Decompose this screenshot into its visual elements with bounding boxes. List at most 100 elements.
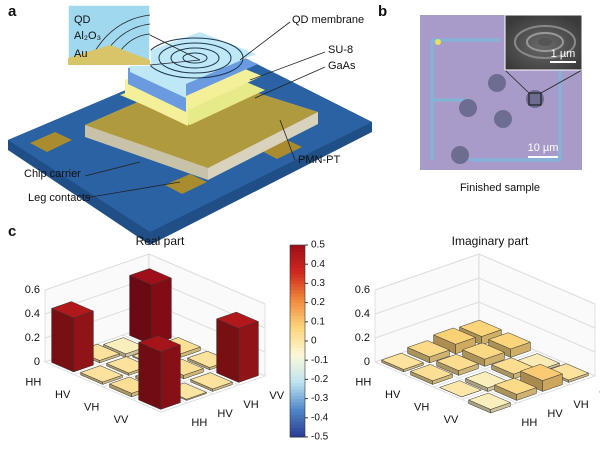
z-tick-label: 0.6 — [355, 284, 370, 296]
bar-face — [380, 352, 425, 370]
panel-label: b — [378, 3, 387, 20]
microscope-image — [420, 14, 583, 170]
colorbar-segment — [290, 293, 305, 297]
colorbar-segment — [290, 430, 305, 435]
bar — [493, 377, 538, 401]
bar — [467, 392, 512, 414]
col-label: HH — [191, 417, 207, 429]
colorbar-segment — [290, 421, 305, 425]
colorbar-segment — [290, 334, 305, 339]
colorbar-segment — [290, 395, 305, 400]
z-tick-label: 0.2 — [25, 332, 40, 344]
col-label: VH — [573, 399, 588, 411]
colorbar-tick-label: -0.2 — [311, 374, 329, 385]
callout: Chip carrier — [24, 168, 81, 180]
colorbar-segment — [290, 398, 305, 403]
bar-face — [128, 268, 173, 286]
bar — [50, 301, 95, 373]
z-tick-label: 0 — [34, 356, 40, 368]
chart-title: Imaginary part — [452, 234, 529, 248]
bar-face — [435, 354, 480, 371]
bar — [79, 365, 124, 385]
bar-face — [409, 364, 454, 382]
row-label: HH — [25, 376, 41, 388]
colorbar-segment — [290, 347, 305, 352]
bar — [438, 380, 483, 398]
bar-face — [458, 319, 503, 337]
bar-face — [79, 365, 124, 383]
bar-face — [137, 335, 182, 353]
inset-label: QD — [74, 14, 91, 26]
colorbar-segment — [290, 389, 305, 393]
colorbar-tick-label: 0 — [311, 336, 317, 347]
colorbar-segment — [290, 315, 305, 320]
z-tick-label: 0.4 — [25, 308, 40, 320]
bar — [435, 354, 480, 376]
bar-face — [50, 301, 95, 319]
colorbar-segment — [290, 353, 305, 358]
colorbar-segment — [290, 363, 305, 368]
callout: QD membrane — [292, 14, 364, 26]
device-schematic — [8, 4, 372, 245]
bar — [380, 352, 425, 373]
callout: PMN-PT — [298, 154, 340, 166]
colorbar-segment — [290, 254, 305, 259]
bar-face — [487, 332, 532, 350]
colorbar-segment — [290, 283, 305, 288]
colorbar-segment — [290, 392, 305, 396]
colorbar-segment — [290, 318, 305, 323]
bar-face — [129, 275, 152, 346]
colorbar-segment — [290, 280, 305, 284]
row-label: HV — [55, 389, 71, 401]
row-label: VH — [84, 401, 99, 413]
bar-face — [73, 310, 94, 373]
colorbar-segment — [290, 350, 305, 355]
colorbar-tick-label: 0.1 — [311, 316, 325, 327]
bar-face — [438, 380, 483, 398]
grid-line — [374, 277, 596, 329]
z-tick-label: 0.2 — [355, 332, 370, 344]
panel-label: a — [8, 3, 17, 20]
colorbar-segment — [290, 309, 305, 313]
colorbar-segment — [290, 360, 305, 364]
colorbar-tick-label: -0.3 — [311, 393, 329, 404]
col-label: VH — [243, 399, 258, 411]
colorbar-segment — [290, 433, 305, 438]
colorbar-segment — [290, 427, 305, 432]
grid-line — [44, 253, 266, 305]
bar — [487, 332, 532, 358]
colorbar-segment — [290, 261, 305, 265]
colorbar-tick-label: -0.5 — [311, 432, 329, 443]
colorbar-segment — [290, 341, 305, 345]
colorbar-segment — [290, 385, 305, 390]
row-label: HV — [385, 389, 401, 401]
inset-label: Al₂O₃ — [74, 30, 101, 42]
bar-face — [215, 311, 260, 329]
bar — [464, 371, 509, 392]
row-label: VH — [414, 401, 429, 413]
colorbar-segment — [290, 299, 305, 304]
grid-line — [374, 301, 596, 353]
colorbar-segment — [290, 245, 305, 249]
colorbar-segment — [290, 267, 305, 272]
colorbar-segment — [290, 414, 305, 419]
colorbar-tick-label: 0.4 — [311, 259, 325, 270]
colorbar-segment — [290, 382, 305, 387]
bar-face — [432, 327, 477, 345]
colorbar-segment — [290, 376, 305, 380]
colorbar-tick-label: -0.1 — [311, 355, 329, 366]
z-tick-label: 0 — [364, 356, 370, 368]
colorbar-tick-label: 0.5 — [311, 240, 325, 251]
colorbar-segment — [290, 424, 305, 428]
colorbar-segment — [290, 357, 305, 361]
bar-face — [51, 308, 74, 373]
col-label: HV — [547, 408, 563, 420]
colorbar-segment — [290, 325, 305, 329]
bar — [128, 268, 173, 346]
scale-label: 1 µm — [551, 48, 576, 60]
bar — [432, 327, 477, 355]
inset-label: Au — [74, 48, 87, 60]
colorbar-segment — [290, 248, 305, 252]
callout: SU-8 — [328, 44, 353, 56]
